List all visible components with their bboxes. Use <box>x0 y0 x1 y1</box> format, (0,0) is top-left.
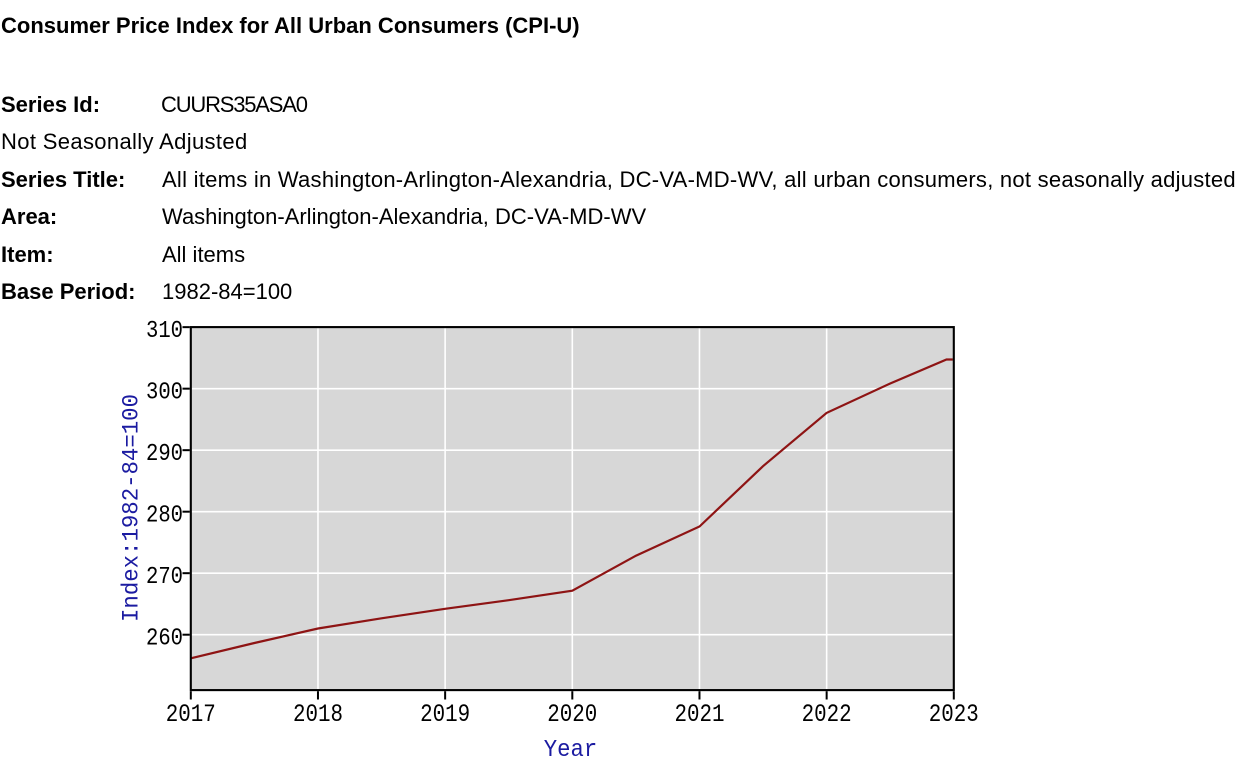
svg-text:2018: 2018 <box>293 700 343 729</box>
svg-text:2020: 2020 <box>547 700 597 729</box>
svg-text:280: 280 <box>146 502 183 529</box>
svg-text:260: 260 <box>146 626 183 653</box>
svg-text:2017: 2017 <box>166 700 216 729</box>
svg-text:270: 270 <box>146 564 183 591</box>
svg-text:Index:1982-84=100: Index:1982-84=100 <box>118 394 144 622</box>
svg-text:2022: 2022 <box>802 700 852 729</box>
svg-text:2023: 2023 <box>929 700 979 729</box>
svg-text:2019: 2019 <box>420 700 470 729</box>
svg-text:300: 300 <box>146 379 183 406</box>
svg-text:310: 310 <box>146 318 183 345</box>
svg-text:290: 290 <box>146 441 183 468</box>
svg-text:2021: 2021 <box>674 700 724 729</box>
svg-text:Year: Year <box>544 737 598 764</box>
